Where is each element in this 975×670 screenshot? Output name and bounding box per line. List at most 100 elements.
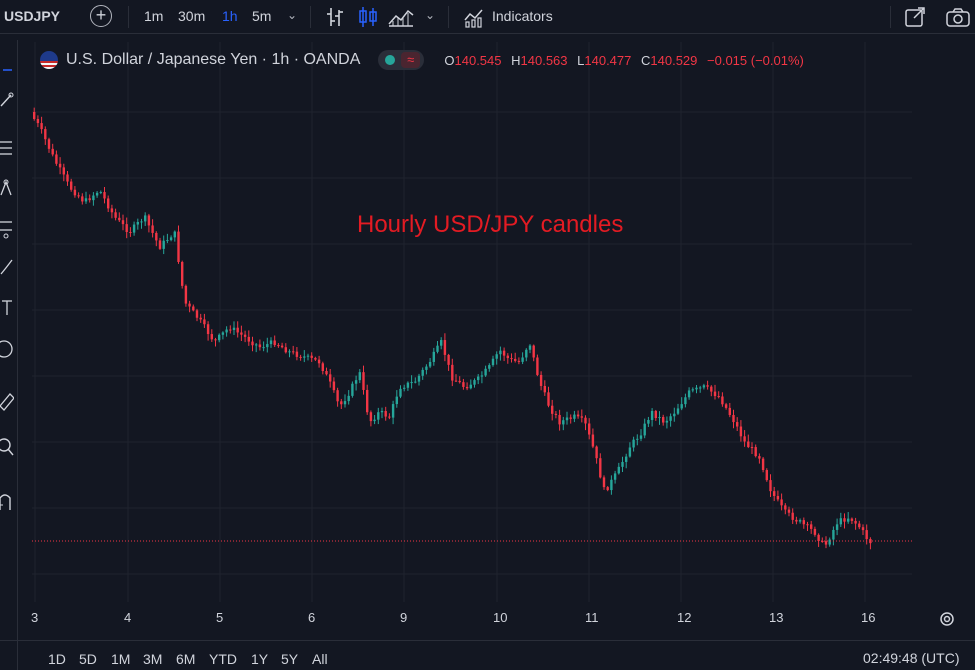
utc-clock[interactable]: 02:49:48 (UTC): [863, 650, 960, 666]
range-1y[interactable]: 1Y: [251, 651, 269, 667]
candle: [758, 453, 761, 464]
candle: [854, 517, 857, 530]
brush-icon[interactable]: [0, 258, 14, 278]
fullscreen-icon[interactable]: [904, 6, 926, 28]
candle-body: [236, 327, 239, 333]
x-tick-label: 3: [31, 610, 39, 625]
range-1d[interactable]: 1D: [48, 651, 66, 667]
candle: [817, 533, 820, 547]
candle: [121, 214, 125, 231]
prediction-icon[interactable]: [0, 218, 14, 240]
candle: [680, 397, 683, 411]
candle: [787, 506, 791, 517]
candle: [203, 313, 206, 328]
candle: [210, 329, 213, 342]
range-3m[interactable]: 3M: [143, 651, 163, 667]
candle-body: [551, 405, 554, 414]
x-tick-label: 11: [585, 610, 599, 625]
emoji-icon[interactable]: [0, 338, 14, 360]
candle: [266, 337, 269, 353]
interval-1m[interactable]: 1m: [144, 8, 164, 24]
range-1m[interactable]: 1M: [111, 651, 131, 667]
candle-body: [151, 225, 154, 233]
indicators-button[interactable]: Indicators: [492, 8, 553, 24]
candle: [40, 116, 43, 134]
compare-add-button[interactable]: +: [90, 5, 112, 27]
interval-1h[interactable]: 1h: [222, 8, 238, 24]
range-ytd[interactable]: YTD: [209, 651, 237, 667]
interval-5m[interactable]: 5m: [252, 8, 272, 24]
candle-style-icon[interactable]: [357, 6, 379, 28]
market-status-pill[interactable]: ≈: [378, 50, 425, 70]
zoom-icon[interactable]: [0, 436, 14, 458]
candle: [743, 430, 746, 447]
candle-body: [713, 391, 717, 397]
chevron-down-icon[interactable]: ⌄: [425, 8, 436, 22]
candle-body: [314, 357, 317, 360]
candle-body: [750, 447, 754, 449]
candle-body: [184, 285, 188, 304]
ruler-icon[interactable]: [0, 390, 14, 412]
candle-body: [673, 413, 676, 417]
candle: [654, 409, 657, 421]
range-5y[interactable]: 5Y: [281, 651, 299, 667]
candle-body: [36, 118, 40, 124]
candle-body: [828, 539, 831, 545]
range-6m[interactable]: 6M: [176, 651, 196, 667]
crosshair-icon[interactable]: [0, 60, 14, 74]
candle: [573, 410, 576, 423]
candle-body: [229, 329, 232, 331]
gear-icon[interactable]: [938, 610, 956, 628]
candle: [717, 391, 720, 399]
candle: [850, 517, 854, 524]
candle-body: [602, 477, 606, 488]
candle-body: [58, 163, 62, 168]
candle: [832, 526, 835, 546]
candle-body: [654, 410, 657, 419]
candle-body: [95, 192, 99, 196]
candle-body: [573, 414, 576, 419]
candle-body: [55, 154, 58, 164]
interval-30m[interactable]: 30m: [178, 8, 206, 24]
candle: [558, 409, 561, 431]
candle-body: [421, 369, 424, 376]
candle-body: [865, 530, 868, 540]
pattern-icon[interactable]: [0, 178, 14, 198]
trend-line-icon[interactable]: [0, 92, 14, 108]
candle: [155, 231, 158, 247]
chevron-down-icon[interactable]: ⌄: [287, 8, 298, 22]
magnet-icon[interactable]: [0, 490, 14, 512]
candle: [495, 351, 498, 365]
candle: [747, 434, 750, 449]
candle-body: [136, 221, 139, 225]
bar-style-icon[interactable]: [325, 6, 345, 28]
candle: [658, 411, 661, 425]
indicators-icon[interactable]: [463, 6, 485, 28]
range-5d[interactable]: 5D: [79, 651, 97, 667]
candle-body: [639, 435, 643, 439]
candle: [421, 367, 424, 380]
text-icon[interactable]: [0, 298, 14, 318]
candle-body: [699, 387, 702, 389]
candle: [699, 385, 702, 393]
range-all[interactable]: All: [312, 651, 328, 667]
candle-body: [373, 419, 376, 422]
candle: [251, 336, 254, 352]
candle: [403, 384, 406, 392]
fib-retracement-icon[interactable]: [0, 138, 14, 160]
candle-body: [288, 351, 291, 353]
candle: [314, 356, 317, 361]
candle-body: [103, 192, 106, 199]
candle: [299, 354, 302, 361]
candle-body: [399, 388, 402, 397]
x-tick-label: 6: [308, 610, 316, 625]
candle: [199, 313, 202, 323]
area-style-icon[interactable]: [387, 6, 415, 28]
candle: [828, 537, 831, 547]
symbol-search[interactable]: USDJPY: [4, 8, 61, 24]
candle: [451, 358, 454, 387]
candle: [428, 358, 432, 369]
candle: [184, 284, 188, 307]
camera-icon[interactable]: [945, 6, 971, 28]
price-chart[interactable]: [32, 42, 912, 602]
